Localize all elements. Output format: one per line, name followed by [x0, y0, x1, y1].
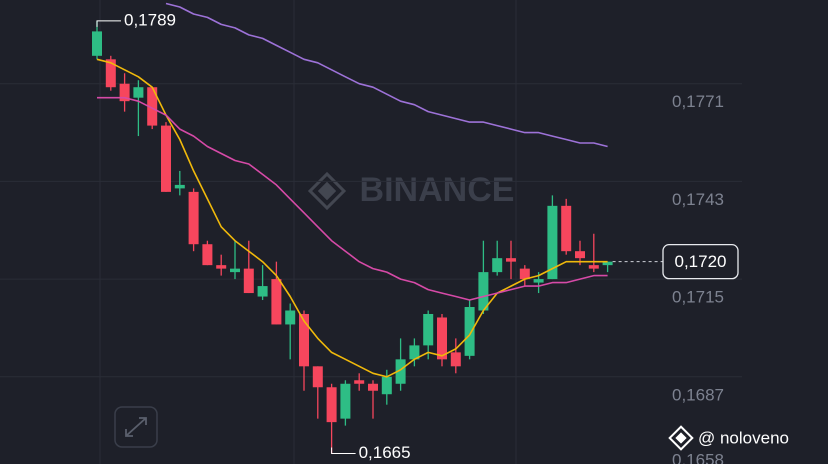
max-label: 0,1789: [124, 10, 176, 29]
moving-average-line: [97, 96, 608, 301]
candle-body: [174, 184, 185, 189]
y-tick-label: 0,1658: [672, 450, 724, 464]
expand-button-frame[interactable]: [114, 406, 158, 448]
candle-body: [257, 286, 268, 297]
candle-body: [285, 310, 296, 325]
y-tick-label: 0,1687: [672, 385, 724, 404]
max-connector: [96, 20, 121, 27]
y-tick-label: 0,1771: [672, 92, 724, 111]
last-price-box: [662, 244, 739, 280]
candle-body: [299, 313, 309, 367]
watermark: BINANCE: [360, 171, 515, 209]
candle-body: [312, 366, 323, 388]
moving-average-line: [96, 58, 608, 378]
candle-body: [271, 279, 282, 325]
candle-body: [381, 376, 392, 395]
candle-body: [230, 268, 240, 273]
candle-body: [340, 383, 351, 419]
min-connector: [331, 447, 356, 455]
y-tick-label: 0,1715: [672, 288, 724, 307]
candle-body: [133, 87, 144, 98]
candle-body: [409, 345, 420, 360]
candle-body: [147, 87, 158, 126]
candle-body: [92, 31, 102, 56]
candle-body: [450, 352, 461, 367]
expand-button[interactable]: [114, 406, 158, 448]
moving-average-line: [165, 2, 608, 148]
min-label: 0,1665: [359, 443, 411, 462]
candle-body: [119, 83, 130, 102]
candle-body: [575, 251, 585, 259]
candle-body: [395, 359, 406, 384]
candle-body: [492, 258, 503, 273]
expand-icon[interactable]: [125, 417, 147, 437]
candle-body: [437, 317, 447, 360]
candle-body: [354, 380, 365, 384]
handle: @ noloveno: [698, 428, 789, 447]
candle-body: [506, 258, 516, 262]
candle-body: [533, 279, 544, 283]
candle-body: [547, 205, 558, 280]
candle-body: [161, 125, 171, 192]
handle-logo: [668, 425, 694, 451]
watermark-logo: [307, 171, 347, 211]
candle-body: [602, 261, 613, 266]
candle-body: [561, 205, 572, 252]
candle-body: [478, 272, 489, 311]
candle-body: [326, 387, 337, 423]
candle-body: [368, 383, 378, 391]
candle-body: [588, 265, 599, 269]
y-tick-label: 0,1743: [672, 190, 724, 209]
vertical-grid: [99, 0, 517, 464]
candle-body: [188, 191, 199, 245]
candle-body: [519, 268, 530, 280]
candle-body: [202, 244, 213, 266]
candle-body: [243, 268, 254, 294]
candle-body: [423, 313, 434, 346]
last-price-label: 0,1720: [675, 252, 727, 271]
candle-body: [105, 59, 116, 88]
candle-body: [216, 265, 227, 269]
candle-body: [464, 307, 475, 356]
